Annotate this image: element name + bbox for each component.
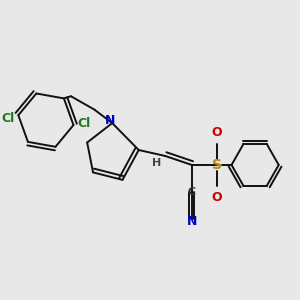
Text: C: C bbox=[188, 187, 196, 197]
Text: O: O bbox=[212, 126, 222, 139]
Text: N: N bbox=[105, 114, 115, 127]
Text: H: H bbox=[152, 158, 162, 168]
Text: N: N bbox=[187, 215, 197, 228]
Text: O: O bbox=[212, 191, 222, 204]
Text: Cl: Cl bbox=[77, 117, 90, 130]
Text: Cl: Cl bbox=[2, 112, 15, 125]
Text: S: S bbox=[212, 158, 222, 172]
